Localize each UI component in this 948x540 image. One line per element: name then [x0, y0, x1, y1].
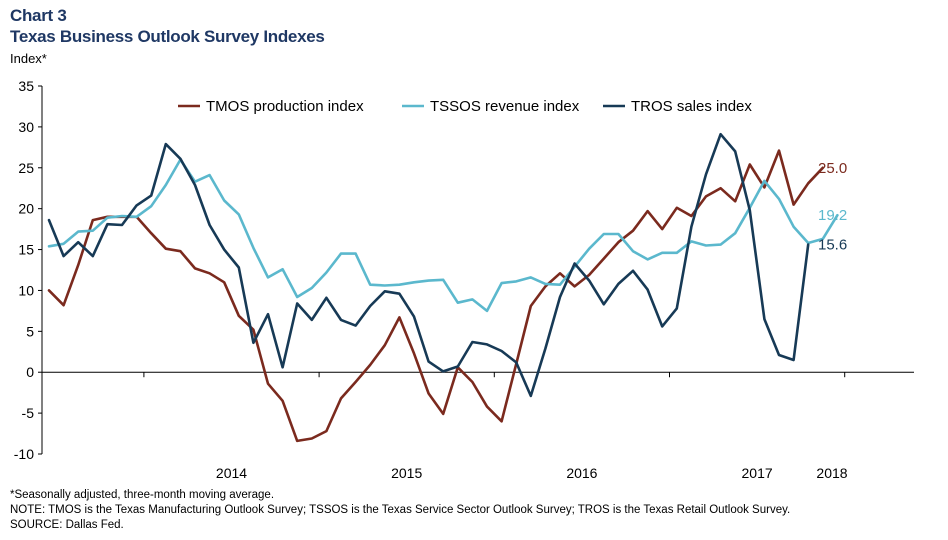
series-lines	[47, 132, 839, 443]
y-tick-label: 30	[18, 119, 34, 135]
y-tick-label: 35	[18, 78, 34, 94]
y-tick-label: 5	[26, 323, 34, 339]
y-tick-label: 20	[18, 201, 34, 217]
series-line-tssos	[47, 158, 839, 313]
source: SOURCE: Dallas Fed.	[10, 519, 124, 531]
y-tick-label: 10	[18, 282, 34, 298]
x-tick-label: 2018	[816, 465, 847, 481]
x-tick-label: 2017	[742, 465, 773, 481]
end-label-tros: 15.6	[818, 237, 847, 254]
legend-label-tssos: TSSOS revenue index	[430, 98, 580, 115]
chart-number: Chart 3	[10, 6, 67, 25]
x-tick-label: 2014	[216, 465, 247, 481]
series-line-tmos	[47, 149, 825, 443]
note: NOTE: TMOS is the Texas Manufacturing Ou…	[10, 504, 791, 516]
y-tick-label: 25	[18, 160, 34, 176]
chart-title: Texas Business Outlook Survey Indexes	[10, 27, 325, 46]
end-label-tssos: 19.2	[818, 207, 847, 224]
x-tick-label: 2016	[566, 465, 597, 481]
axes	[38, 85, 914, 455]
y-axis-label: Index*	[10, 51, 47, 66]
y-tick-label: 0	[26, 364, 34, 380]
chart-notes: *Seasonally adjusted, three-month moving…	[10, 488, 940, 533]
footnote: *Seasonally adjusted, three-month moving…	[10, 489, 275, 501]
end-label-tmos: 25.0	[818, 160, 847, 177]
y-tick-label: 15	[18, 242, 34, 258]
legend: TMOS production index TSSOS revenue index…	[178, 98, 752, 115]
series-line-tros	[47, 132, 810, 398]
x-tick-label: 2015	[391, 465, 422, 481]
legend-label-tros: TROS sales index	[631, 98, 752, 115]
end-labels: 25.0 19.2 15.6	[818, 160, 847, 254]
legend-label-tmos: TMOS production index	[206, 98, 364, 115]
y-tick-label: -10	[14, 446, 34, 462]
y-tick-label: -5	[22, 405, 35, 421]
